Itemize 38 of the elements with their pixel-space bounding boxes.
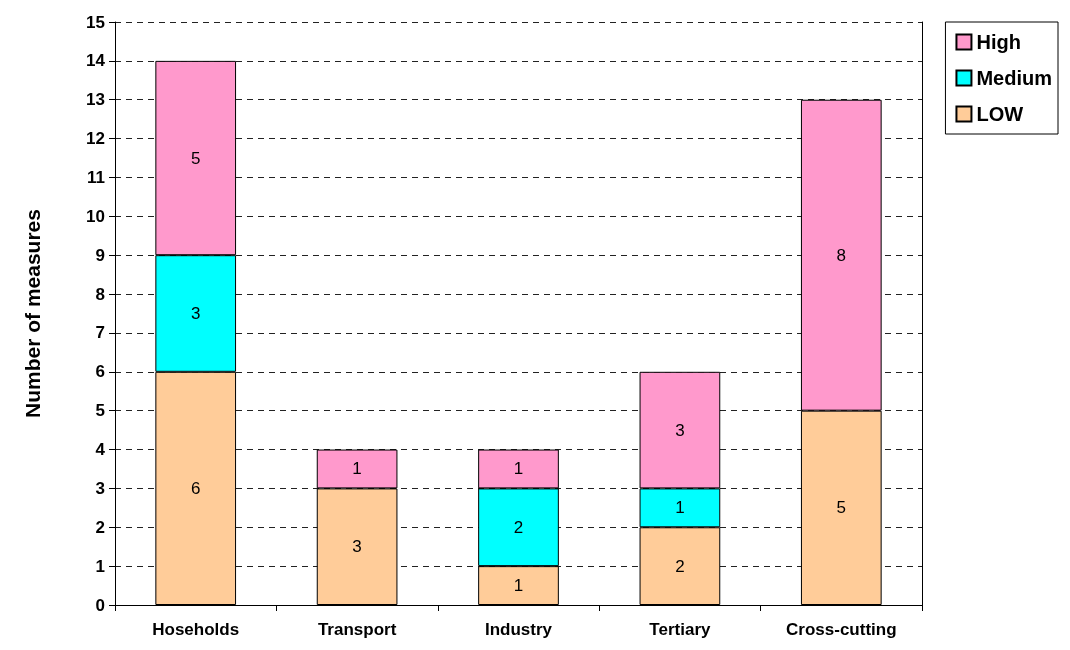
legend-label: LOW (976, 103, 1024, 125)
y-tick-label: 7 (95, 323, 105, 343)
data-label: 1 (675, 498, 685, 518)
x-tick-label: Tertiary (649, 620, 711, 639)
y-tick-label: 3 (95, 478, 105, 498)
data-label: 3 (190, 304, 201, 323)
y-tick-label: 14 (86, 51, 106, 71)
y-tick-label: 6 (95, 362, 105, 382)
data-label: 8 (836, 245, 847, 265)
data-label: 5 (836, 498, 847, 518)
data-label: 1 (513, 576, 524, 596)
x-tick-label: Transport (317, 620, 397, 639)
data-label: 3 (675, 420, 685, 440)
legend-label: High (976, 31, 1021, 53)
y-tick-label: 8 (95, 284, 105, 304)
x-tick-label: Cross-cutting (786, 620, 897, 639)
data-label: 2 (513, 517, 524, 537)
y-tick-label: 1 (95, 556, 105, 576)
y-tick-label: 15 (86, 12, 105, 32)
data-label: 6 (190, 478, 201, 498)
x-tick-label: Industry (484, 620, 553, 639)
data-label: 2 (675, 556, 685, 576)
data-label: 5 (190, 148, 201, 168)
data-label: 1 (513, 459, 524, 479)
y-tick-label: 9 (95, 245, 105, 265)
x-tick-label: Hoseholds (152, 620, 240, 639)
y-tick-label: 5 (95, 401, 105, 421)
y-tick-label: 11 (87, 167, 105, 187)
legend-label: Medium (976, 67, 1053, 89)
data-label: 3 (352, 537, 362, 557)
y-tick-label: 12 (86, 129, 105, 149)
y-tick-label: 4 (95, 440, 106, 460)
y-tick-label: 0 (95, 595, 105, 615)
y-tick-label: 13 (86, 90, 105, 110)
y-axis-title: Number of measures (21, 209, 44, 418)
y-tick-label: 2 (95, 517, 105, 537)
data-label: 1 (352, 459, 362, 479)
y-tick-label: 10 (86, 206, 105, 226)
